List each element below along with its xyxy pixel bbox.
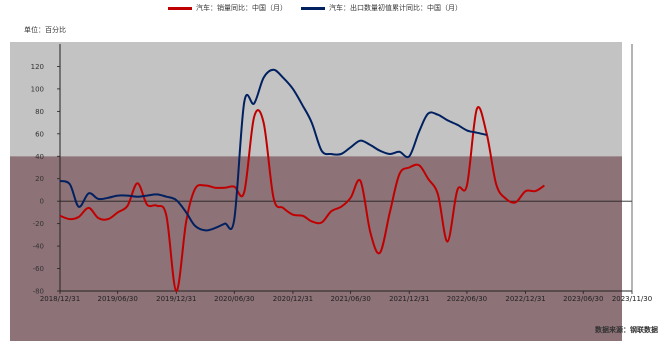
y-tick-label: 80 [35,108,44,116]
plot-band-lower [10,156,622,341]
unit-label: 单位：百分比 [24,26,66,34]
y-tick-label: 40 [35,153,44,161]
plot-band-upper [10,42,622,157]
x-tick-label: 2021/06/30 [330,295,370,303]
x-tick-label: 2020/06/30 [214,295,254,303]
series-line-sales [59,106,545,293]
y-tick-label: 0 [40,198,44,206]
legend-swatch-sales [168,6,192,10]
y-tick-label: -20 [33,220,44,228]
source-label: 数据来源：钢联数据 [595,326,658,334]
legend-item-sales: 汽车：销量同比：中国（月） [168,3,287,13]
x-tick-label: 2019/06/30 [97,295,137,303]
x-tick-label: 2022/06/30 [447,295,487,303]
legend-label-sales: 汽车：销量同比：中国（月） [196,4,287,12]
legend: 汽车：销量同比：中国（月） 汽车：出口数量初值累计同比：中国（月） [168,3,462,13]
x-tick-label: 2019/12/31 [156,295,196,303]
series-line-exports [59,68,487,232]
y-tick-label: -40 [33,243,44,251]
legend-item-exports: 汽车：出口数量初值累计同比：中国（月） [301,3,462,13]
legend-label-exports: 汽车：出口数量初值累计同比：中国（月） [329,4,462,12]
legend-swatch-exports [301,6,325,10]
y-tick-label: 60 [35,130,44,138]
x-tick-label: 2023/11/30 [612,295,652,303]
x-tick-label: 2023/06/30 [563,295,603,303]
y-tick-label: -80 [33,288,44,296]
y-tick-label: -60 [33,265,44,273]
y-tick-label: 20 [35,175,44,183]
y-tick-label: 100 [31,85,44,93]
x-tick-label: 2022/12/31 [505,295,545,303]
x-tick-label: 2018/12/31 [40,295,80,303]
y-tick-label: 120 [31,63,44,71]
x-tick-label: 2020/12/31 [273,295,313,303]
x-tick-label: 2021/12/31 [389,295,429,303]
